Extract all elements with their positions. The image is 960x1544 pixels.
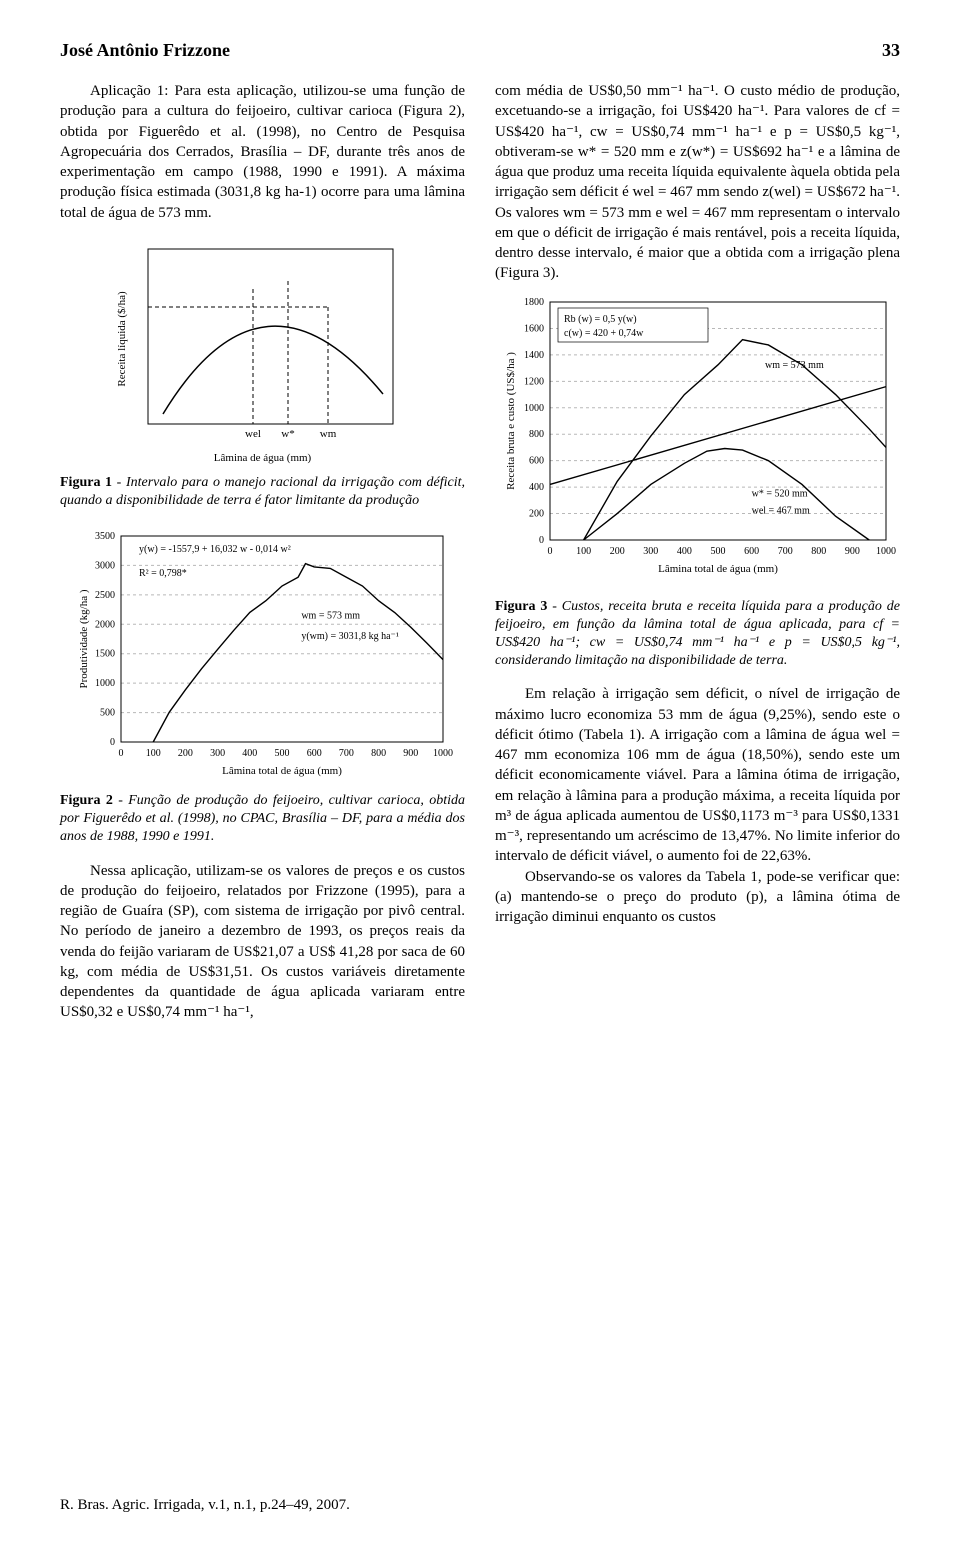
svg-text:600: 600 xyxy=(744,546,759,557)
svg-text:500: 500 xyxy=(274,748,289,759)
fig2-plot: 0 500 1000 1500 2000 2500 3000 3500 0 100 200 300 40… xyxy=(78,531,453,777)
svg-text:300: 300 xyxy=(210,748,225,759)
fig2-caption: Figura 2 - Função de produção do feijoei… xyxy=(60,792,465,847)
svg-text:y(w) = -1557,9 + 16,032 w - 0,: y(w) = -1557,9 + 16,032 w - 0,014 w² xyxy=(139,544,291,555)
svg-text:0: 0 xyxy=(118,748,123,759)
svg-text:2000: 2000 xyxy=(95,619,115,630)
svg-text:200: 200 xyxy=(609,546,624,557)
svg-text:1400: 1400 xyxy=(524,349,544,360)
left-column: Aplicação 1: Para esta aplicação, utiliz… xyxy=(60,81,465,1023)
svg-text:800: 800 xyxy=(371,748,386,759)
svg-text:R² = 0,798*: R² = 0,798* xyxy=(139,568,187,579)
svg-text:300: 300 xyxy=(643,546,658,557)
figure-2: 0 500 1000 1500 2000 2500 3000 3500 0 100 200 300 40… xyxy=(73,524,453,784)
svg-text:900: 900 xyxy=(403,748,418,759)
svg-text:2500: 2500 xyxy=(95,590,115,601)
fig3-caption-rest: - Custos, receita bruta e receita líquid… xyxy=(495,599,900,669)
fig3-plot: 0 200 400 600 800 1000 1200 1400 1600 1800 0 100 200… xyxy=(505,297,896,575)
footer: R. Bras. Agric. Irrigada, v.1, n.1, p.24… xyxy=(60,1497,350,1514)
svg-text:600: 600 xyxy=(529,455,544,466)
svg-text:1000: 1000 xyxy=(95,678,115,689)
svg-text:500: 500 xyxy=(100,708,115,719)
left-para2: Nessa aplicação, utilizam-se os valores … xyxy=(60,861,465,1023)
svg-text:200: 200 xyxy=(529,508,544,519)
svg-text:wel = 467 mm: wel = 467 mm xyxy=(751,505,809,516)
svg-text:Lâmina total de água (mm): Lâmina total de água (mm) xyxy=(658,563,778,575)
fig1-xt1: wel xyxy=(245,428,261,440)
svg-text:1000: 1000 xyxy=(876,546,896,557)
svg-text:200: 200 xyxy=(177,748,192,759)
fig1-caption-lead: Figura 1 xyxy=(60,475,112,490)
figure-3: 0 200 400 600 800 1000 1200 1400 1600 1800 0 100 200… xyxy=(498,290,898,590)
svg-text:1000: 1000 xyxy=(433,748,453,759)
header-author: José Antônio Frizzone xyxy=(60,40,230,61)
fig1-caption-rest: - Intervalo para o manejo racional da ir… xyxy=(60,475,465,508)
svg-text:700: 700 xyxy=(777,546,792,557)
svg-text:1500: 1500 xyxy=(95,649,115,660)
right-column: com média de US$0,50 mm⁻¹ ha⁻¹. O custo … xyxy=(495,81,900,1023)
fig2-caption-rest: - Função de produção do feijoeiro, culti… xyxy=(60,793,465,844)
svg-text:900: 900 xyxy=(844,546,859,557)
svg-text:0: 0 xyxy=(110,737,115,748)
svg-text:3000: 3000 xyxy=(95,560,115,571)
svg-text:700: 700 xyxy=(338,748,353,759)
svg-text:3500: 3500 xyxy=(95,531,115,542)
svg-text:400: 400 xyxy=(676,546,691,557)
svg-text:800: 800 xyxy=(529,429,544,440)
fig3-caption: Figura 3 - Custos, receita bruta e recei… xyxy=(495,598,900,671)
svg-text:800: 800 xyxy=(811,546,826,557)
fig1-xt3: wm xyxy=(319,428,336,440)
fig3-caption-lead: Figura 3 xyxy=(495,599,547,614)
svg-text:100: 100 xyxy=(145,748,160,759)
svg-text:0: 0 xyxy=(539,535,544,546)
svg-text:1200: 1200 xyxy=(524,376,544,387)
svg-text:Rb (w) = 0,5 y(w): Rb (w) = 0,5 y(w) xyxy=(564,314,637,325)
svg-text:c(w) = 420 + 0,74w: c(w) = 420 + 0,74w xyxy=(564,328,644,339)
figure-1: wel w* wm Receita líquida ($/ha) xyxy=(113,229,413,449)
header-pagenum: 33 xyxy=(882,40,900,61)
svg-text:400: 400 xyxy=(242,748,257,759)
fig2-caption-lead: Figura 2 xyxy=(60,793,113,808)
svg-text:600: 600 xyxy=(306,748,321,759)
svg-text:wm = 573 mm: wm = 573 mm xyxy=(301,610,360,621)
svg-text:100: 100 xyxy=(576,546,591,557)
fig1-xlabel: Lâmina de água (mm) xyxy=(60,451,465,466)
fig1-xt2: w* xyxy=(281,428,294,440)
svg-text:Receita bruta e custo (US$/ha: Receita bruta e custo (US$/ha ) xyxy=(505,351,517,489)
fig1-ylabel: Receita líquida ($/ha) xyxy=(116,291,128,387)
svg-text:1000: 1000 xyxy=(524,402,544,413)
svg-text:1800: 1800 xyxy=(524,297,544,308)
right-para1: com média de US$0,50 mm⁻¹ ha⁻¹. O custo … xyxy=(495,81,900,284)
svg-text:y(wm) = 3031,8 kg ha⁻¹: y(wm) = 3031,8 kg ha⁻¹ xyxy=(301,631,399,642)
svg-text:w* = 520 mm: w* = 520 mm xyxy=(751,488,807,499)
svg-text:0: 0 xyxy=(547,546,552,557)
svg-text:1600: 1600 xyxy=(524,323,544,334)
left-para1: Aplicação 1: Para esta aplicação, utiliz… xyxy=(60,81,465,223)
svg-text:Produtividade (kg/ha ): Produtividade (kg/ha ) xyxy=(78,589,90,688)
fig1-caption: Figura 1 - Intervalo para o manejo racio… xyxy=(60,474,465,510)
svg-text:500: 500 xyxy=(710,546,725,557)
svg-text:400: 400 xyxy=(529,482,544,493)
fig1-bg xyxy=(113,229,413,449)
right-para3: Observando-se os valores da Tabela 1, po… xyxy=(495,867,900,928)
right-para2: Em relação à irrigação sem déficit, o ní… xyxy=(495,684,900,866)
svg-text:wm = 573 mm: wm = 573 mm xyxy=(765,360,824,371)
svg-text:Lâmina total de água (mm): Lâmina total de água (mm) xyxy=(222,765,342,777)
